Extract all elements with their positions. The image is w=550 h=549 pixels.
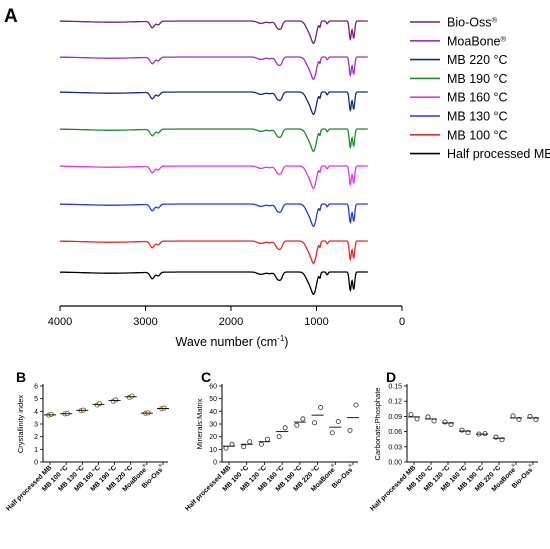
data-point [247, 439, 253, 445]
y-tick-label: 0 [213, 460, 217, 467]
data-point [347, 427, 353, 433]
data-point [241, 444, 247, 450]
superscript: ® [501, 34, 507, 43]
spectrum-line [60, 91, 368, 115]
y-tick-label: 5 [34, 396, 38, 403]
y-axis-label: Minerals:Matrix [195, 398, 204, 449]
y-tick-label: 0 [34, 460, 38, 467]
y-axis-label: Crystallinity index [16, 395, 25, 454]
spectrum-line [60, 240, 368, 264]
superscript: ® [510, 462, 516, 468]
y-tick-label: 4 [34, 409, 38, 416]
y-tick-label: 0.15 [388, 384, 402, 391]
superscript: ® [527, 462, 533, 468]
data-point [294, 422, 300, 428]
data-point [282, 425, 288, 431]
data-point [465, 430, 471, 436]
x-tick-label: 3000 [133, 316, 157, 328]
panel-label-c: C [201, 369, 211, 385]
y-tick-label: 10 [209, 447, 217, 454]
panel-label-d: D [386, 369, 396, 385]
legend-label: MB 220 °C [447, 53, 508, 67]
y-tick-label: 0.03 [388, 444, 402, 451]
superscript: ® [347, 462, 353, 468]
y-tick-label: 1 [34, 447, 38, 454]
data-point [258, 441, 264, 447]
data-point [264, 436, 270, 442]
data-point [493, 434, 499, 440]
data-point [527, 413, 533, 419]
data-point [318, 405, 324, 411]
x-axis-label-close: ) [284, 335, 288, 349]
data-point [510, 413, 516, 419]
data-point [516, 416, 522, 422]
y-tick-label: 0.06 [388, 429, 402, 436]
spectrum-line [60, 128, 368, 152]
panel-d: D 0.00 0.03 0.06 0.09 0.12 0.15 Carbonate:Phosp… [369, 369, 539, 513]
y-tick-label: 20 [209, 434, 217, 441]
data-point [129, 393, 135, 399]
spectrum-line [60, 271, 368, 295]
data-point [113, 397, 119, 403]
data-point [329, 430, 335, 436]
data-point [482, 431, 488, 437]
y-tick-label: 3 [34, 422, 38, 429]
data-point [459, 427, 465, 433]
superscript: ® [329, 462, 335, 468]
x-tick-label: 0 [399, 316, 405, 328]
data-point [448, 422, 454, 428]
spectrum-line [60, 203, 368, 227]
data-point [300, 416, 306, 422]
panel-a: A 4000 3000 2000 1000 0 Wave number (cm-1) Bio-… [4, 6, 550, 349]
data-point [276, 434, 282, 440]
x-axis-label-unit-exponent: -1 [277, 334, 285, 343]
x-axis-label: Wave number (cm-1) [176, 334, 289, 349]
data-point [499, 437, 505, 443]
spectrum-line [60, 165, 368, 189]
legend-label: MB 100 °C [447, 128, 508, 142]
y-axis-label: Carbonate:Phosphate [373, 388, 382, 461]
data-point [533, 416, 539, 422]
data-point [431, 418, 437, 424]
superscript: ® [157, 462, 163, 468]
x-tick-label: 1000 [304, 316, 328, 328]
legend-label: Bio-Oss® [447, 16, 497, 30]
spectrum-line [60, 20, 368, 44]
data-point [425, 414, 431, 420]
y-tick-label: 6 [34, 384, 38, 391]
legend-label: MB 130 °C [447, 110, 508, 124]
data-point [414, 416, 420, 422]
panel-label-b: B [16, 369, 26, 385]
y-tick-label: 2 [34, 434, 38, 441]
legend-label: MB 160 °C [447, 91, 508, 105]
superscript: ® [491, 16, 497, 25]
data-point [97, 401, 103, 407]
y-tick-label: 0.12 [388, 399, 402, 406]
y-tick-label: 0.09 [388, 414, 402, 421]
spectrum-line [60, 56, 368, 80]
x-tick-label: 4000 [48, 316, 72, 328]
y-tick-label: 50 [209, 396, 217, 403]
panel-label-a: A [4, 6, 18, 27]
y-tick-label: 60 [209, 384, 217, 391]
y-tick-label: 0.00 [388, 460, 402, 467]
legend-label: Half processed MB [447, 147, 550, 161]
data-point [335, 418, 341, 424]
data-point [442, 419, 448, 425]
y-tick-label: 30 [209, 422, 217, 429]
legend-label: MoaBone® [447, 34, 507, 48]
data-point [408, 411, 414, 417]
y-tick-label: 40 [209, 409, 217, 416]
x-tick-label: 2000 [219, 316, 243, 328]
data-point [353, 402, 359, 408]
superscript: ® [141, 462, 147, 468]
data-point [312, 420, 318, 426]
legend-label: MB 190 °C [447, 72, 508, 86]
